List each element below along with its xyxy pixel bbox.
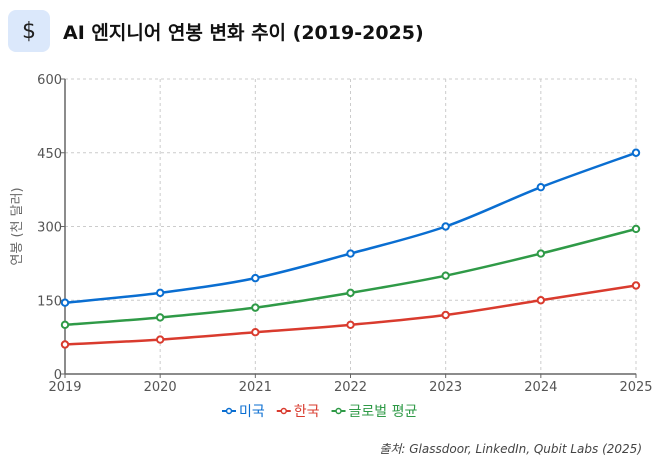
data-point: [60, 340, 70, 349]
data-point: [346, 249, 355, 258]
dollar-icon: $: [8, 10, 50, 52]
data-point: [251, 303, 260, 312]
data-point: [155, 313, 165, 322]
data-point: [251, 273, 260, 283]
x-tick-label: 2022: [334, 380, 367, 395]
data-point: [155, 288, 165, 298]
data-point: [631, 148, 641, 157]
y-tick-label: 150: [37, 294, 62, 309]
x-tick-label: 2019: [48, 380, 81, 395]
y-tick-label: 600: [37, 73, 62, 88]
data-point: [441, 222, 450, 231]
legend-label: 한국: [294, 404, 320, 420]
legend-marker-point: [225, 407, 233, 415]
data-point: [346, 320, 355, 330]
data-point: [60, 320, 70, 330]
x-tick-label: 2023: [429, 380, 462, 395]
data-point: [536, 182, 546, 192]
y-tick-label: 450: [37, 147, 62, 162]
x-tick-label: 2020: [144, 380, 177, 395]
data-point: [441, 310, 450, 320]
data-point: [441, 271, 450, 280]
data-point: [346, 288, 355, 298]
x-tick-label: 2024: [524, 380, 557, 395]
y-axis-label: 연봉 (천 달러): [10, 187, 25, 265]
source-note: 출처: Glassdoor, LinkedIn, Qubit Labs (202…: [379, 442, 642, 456]
data-point: [631, 224, 641, 234]
data-point: [536, 249, 546, 258]
data-point: [251, 328, 260, 337]
x-tick-label: 2025: [619, 380, 652, 395]
header: $ AI 엔지니어 연봉 변화 추이 (2019-2025): [8, 10, 424, 52]
y-tick-label: 300: [37, 221, 62, 236]
data-point: [155, 335, 165, 344]
legend-label: 미국: [239, 404, 265, 420]
y-tick-label: 0: [54, 368, 62, 383]
legend-label: 글로벌 평균: [349, 404, 418, 420]
page-title: AI 엔지니어 연봉 변화 추이 (2019-2025): [63, 21, 424, 44]
x-tick-label: 2021: [239, 380, 272, 395]
data-point: [631, 281, 641, 290]
legend-marker-point: [280, 407, 288, 415]
data-point: [536, 296, 546, 305]
legend-marker-point: [335, 407, 342, 415]
data-point: [60, 298, 70, 307]
